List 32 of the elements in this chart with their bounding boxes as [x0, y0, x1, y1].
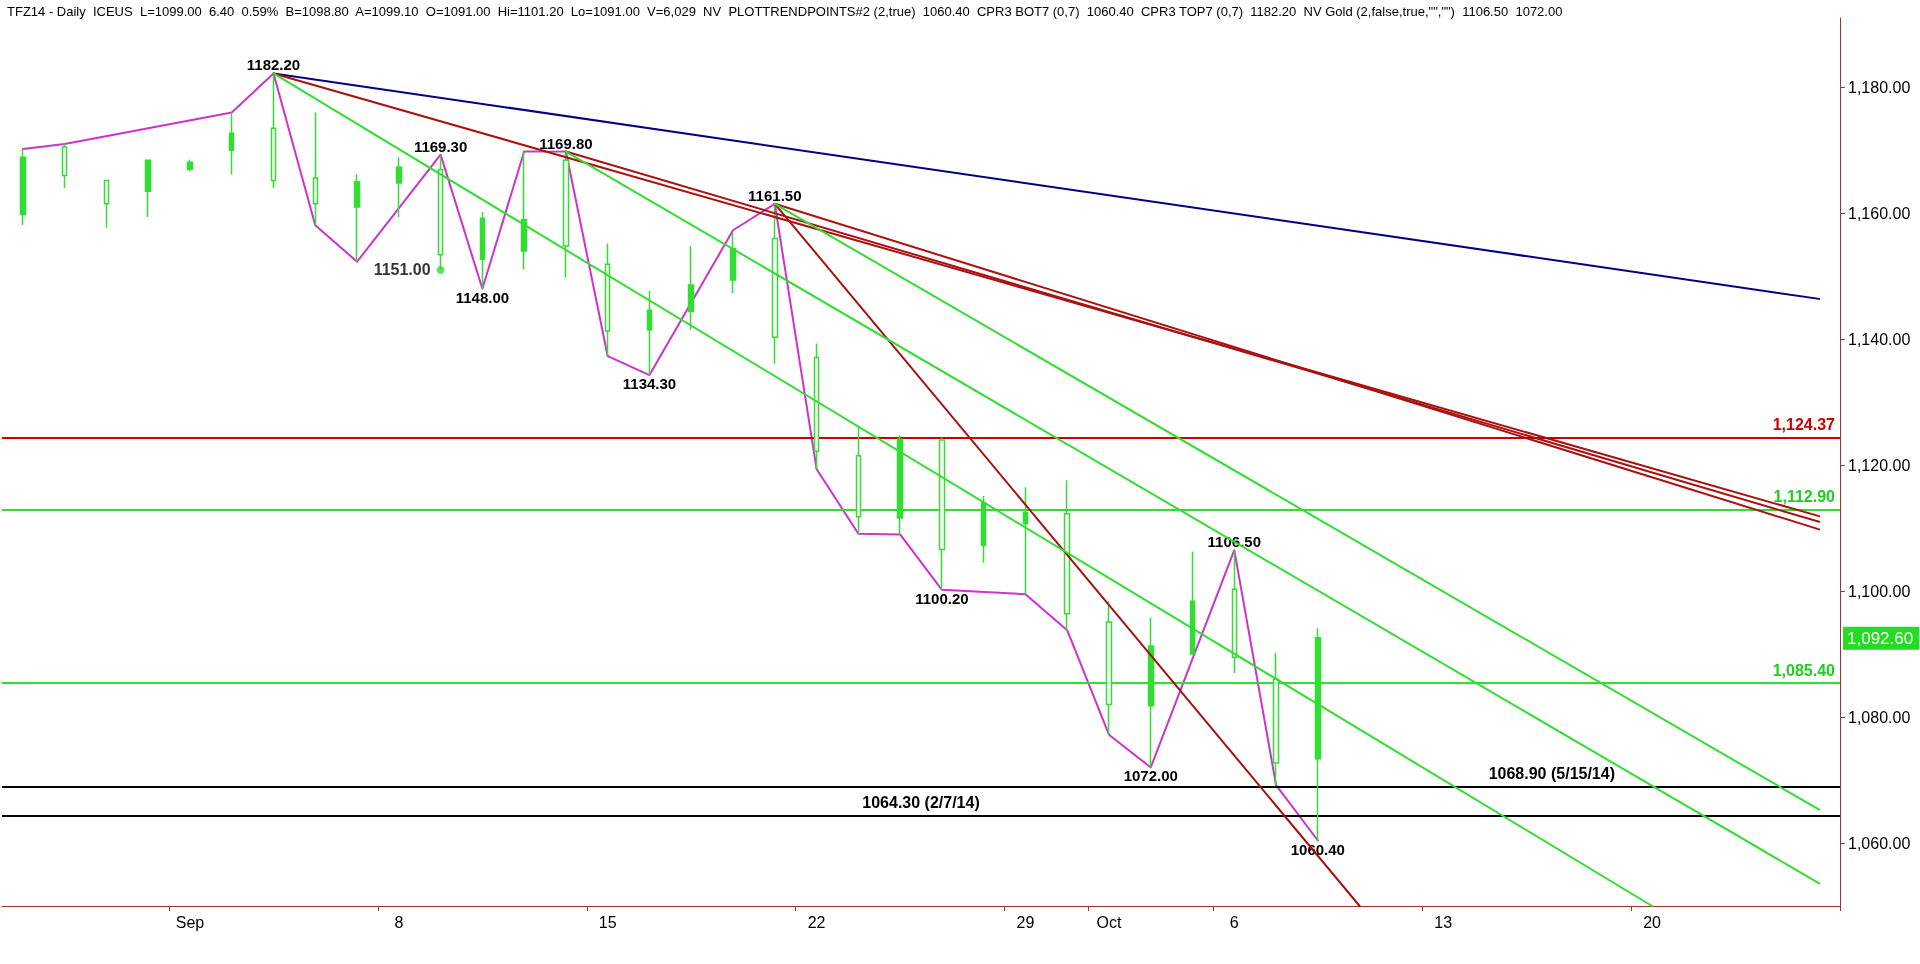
- ref-line-label: 1064.30 (2/7/14): [862, 794, 980, 812]
- x-tick-label: 22: [807, 913, 826, 931]
- x-tick-label: 13: [1434, 913, 1453, 931]
- x-tick-label: 15: [598, 913, 617, 931]
- text: 1,092.60: [1847, 628, 1914, 648]
- x-tick-label: 20: [1643, 913, 1662, 931]
- y-tick-label: 1,140.00: [1848, 330, 1911, 348]
- x-tick-label: 29: [1016, 913, 1035, 931]
- y-tick-label: 1,180.00: [1848, 78, 1911, 96]
- y-tick-label: 1,080.00: [1848, 708, 1911, 726]
- ref-line-label: 1,124.37: [1772, 416, 1836, 434]
- data-label: 1148.00: [455, 288, 510, 306]
- y-tick-label: 1,060.00: [1848, 834, 1911, 852]
- x-tick-label: Oct: [1096, 913, 1122, 931]
- data-label: 1151.00: [373, 261, 431, 279]
- data-label: 1100.20: [915, 589, 969, 607]
- data-label: 1169.30: [413, 137, 468, 155]
- data-label: 1072.00: [1123, 767, 1178, 785]
- data-label: 1134.30: [622, 375, 677, 393]
- x-tick-label: 8: [394, 913, 404, 931]
- data-label: 1169.80: [539, 134, 593, 152]
- x-tick-label: 6: [1229, 913, 1239, 931]
- y-tick-label: 1,160.00: [1848, 204, 1911, 222]
- x-tick-label: Sep: [175, 913, 205, 931]
- data-label: 1182.20: [246, 56, 301, 74]
- chart-title: TFZ14 - Daily ICEUS L=1099.00 6.40 0.59% B=1098.80 A=1099.10 O=1091.00 Hi=1101.20 Lo=1091.00 V=6,029 NV PLOTTRENDPOINTS#2 (2,true) 1060.40 CPR3 BOT7 (0,7) 1060.40 CPR3 TOP7 (0,7) 1182.20 NV Gold (2,false,true,"","") 1106.50 1072.00: [7, 4, 1563, 19]
- ref-line-label: 1068.90 (5/15/14): [1488, 765, 1615, 783]
- data-label: 1161.50: [748, 186, 802, 204]
- ref-line-label: 1,085.40: [1772, 661, 1836, 679]
- ref-line-label: 1,112.90: [1773, 488, 1836, 506]
- y-tick-label: 1,100.00: [1848, 582, 1911, 600]
- y-tick-label: 1,120.00: [1848, 456, 1911, 474]
